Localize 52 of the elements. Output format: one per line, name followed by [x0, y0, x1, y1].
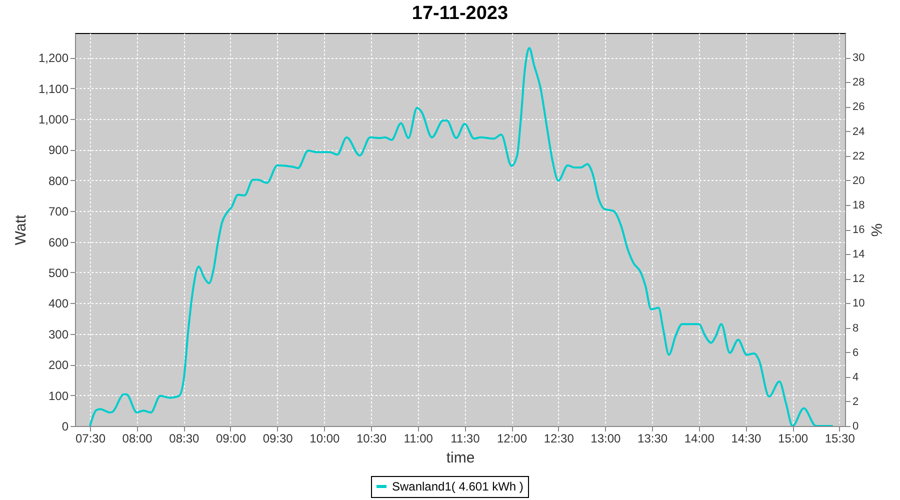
x-tick-label: 13:30	[638, 432, 668, 446]
x-tick-label: 11:30	[450, 432, 480, 446]
chart-title: 17-11-2023	[412, 3, 508, 24]
x-tick-label: 15:30	[824, 432, 856, 446]
x-tick-label: 09:00	[216, 432, 246, 446]
line-series	[88, 47, 834, 426]
x-tick-label: 12:00	[497, 432, 528, 446]
y2-tick-label: 18	[852, 199, 865, 212]
y-tick-label: 500	[48, 266, 69, 280]
y-tick-label: 200	[48, 358, 69, 372]
y-tick-label: 1,200	[38, 51, 69, 66]
x-tick-label: 10:30	[356, 432, 387, 446]
x-tick-label: 11:00	[404, 432, 434, 446]
y2-tick-label: 28	[852, 76, 865, 89]
y2-tick-label: 8	[852, 322, 859, 334]
x-tick-label: 08:30	[169, 432, 200, 446]
x-tick-label: 09:30	[262, 432, 294, 446]
y-tick-label: 1,000	[38, 112, 69, 126]
y2-tick-label: 0	[852, 420, 859, 432]
y-tick-label: 600	[48, 235, 69, 250]
y2-tick-label: 4	[852, 371, 859, 384]
y2-tick-label: 30	[852, 52, 865, 64]
y2-tick-label: 2	[852, 396, 859, 408]
y2-tick-label: 14	[852, 248, 865, 261]
y-tick-label: 700	[48, 204, 69, 219]
y2-tick-label: 20	[852, 174, 865, 187]
y-tick-label: 800	[48, 174, 69, 188]
x-tick-label: 10:00	[310, 432, 340, 446]
y2-tick-label: 10	[852, 298, 865, 310]
y-tick-label: 300	[48, 327, 69, 342]
x-tick-label: 14:30	[731, 432, 762, 446]
x-tick-label: 14:00	[684, 432, 715, 446]
x-tick-label: 15:00	[778, 432, 808, 446]
y-tick-label: 900	[48, 143, 69, 158]
x-tick-label: 12:30	[544, 432, 574, 446]
y2-tick-label: 26	[852, 101, 865, 114]
y-tick-label: 0	[62, 420, 69, 434]
y2-tick-label: 22	[852, 150, 865, 162]
y-tick-label: 1,100	[38, 82, 69, 96]
legend-label: Swanland1( 4.601 kWh )	[392, 480, 524, 494]
y2-axis-title: %	[868, 223, 885, 237]
y-tick-label: 100	[48, 388, 69, 403]
x-tick-label: 08:00	[122, 432, 153, 446]
x-tick-label: 13:00	[590, 432, 622, 446]
x-tick-label: 07:30	[75, 432, 106, 446]
x-axis-title: time	[446, 450, 475, 466]
y-tick-label: 400	[48, 296, 69, 311]
y2-tick-label: 12	[852, 273, 865, 286]
y2-tick-label: 24	[852, 126, 865, 138]
y2-tick-label: 6	[852, 346, 859, 359]
y-axis-title: Watt	[12, 214, 30, 246]
y2-tick-label: 16	[852, 224, 865, 236]
